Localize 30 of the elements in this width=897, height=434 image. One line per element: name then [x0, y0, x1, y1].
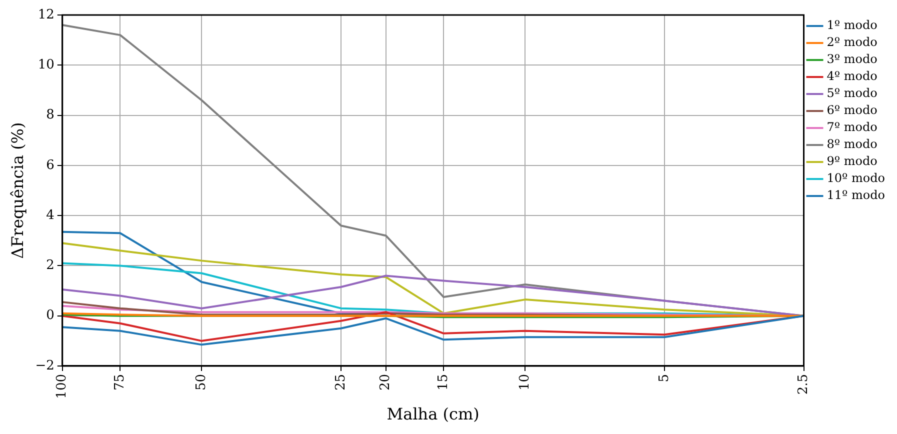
- y-tick-label: 0: [46, 308, 54, 324]
- x-axis-title: Malha (cm): [386, 404, 480, 424]
- x-tick-label: 75: [112, 374, 128, 391]
- y-tick-label: 12: [38, 7, 54, 22]
- legend-label: 4º modo: [826, 69, 878, 84]
- legend-label: 8º modo: [826, 137, 878, 152]
- y-tick-label: 2: [46, 258, 54, 274]
- y-tick-label: 8: [46, 108, 54, 123]
- legend-label: 7º modo: [826, 120, 878, 134]
- legend-label: 2º modo: [826, 35, 878, 50]
- x-tick-label: 2.5: [796, 374, 812, 395]
- x-tick-label: 100: [54, 374, 70, 399]
- y-axis-title: ΔFrequência (%): [8, 122, 27, 259]
- y-tick-label: 4: [46, 208, 54, 223]
- y-tick-label: 10: [38, 58, 54, 73]
- legend-label: 1º modo: [826, 18, 878, 32]
- x-tick-label: 5: [656, 374, 672, 382]
- x-tick-label: 25: [333, 374, 348, 391]
- y-tick-label: −2: [35, 358, 54, 374]
- legend-label: 5º modo: [826, 86, 878, 100]
- legend-label: 6º modo: [826, 103, 878, 118]
- x-tick-label: 20: [378, 374, 394, 391]
- y-tick-label: 6: [46, 158, 54, 173]
- legend-label: 11º modo: [826, 188, 886, 202]
- x-tick-label: 50: [194, 374, 210, 391]
- x-tick-label: 10: [518, 374, 533, 391]
- legend-label: 3º modo: [826, 52, 878, 66]
- legend-label: 10º modo: [826, 171, 886, 186]
- legend-label: 9º modo: [826, 154, 878, 168]
- x-tick-label: 15: [436, 374, 452, 391]
